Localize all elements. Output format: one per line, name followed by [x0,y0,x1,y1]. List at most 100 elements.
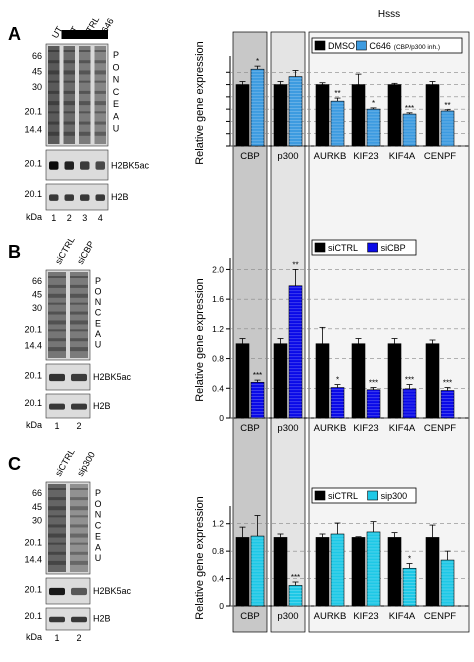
mw-marker: 20.1 [24,106,42,116]
bar [351,343,366,419]
legend-swatch [367,490,378,501]
ponceau-letter: E [95,318,101,328]
mw-marker: 45 [32,289,42,299]
ponceau-band [63,80,75,83]
legend-swatch [314,490,326,501]
ponceau-letter: A [113,111,119,121]
lane-number: 3 [82,213,87,223]
y-tick-label: 0.8 [212,546,224,556]
ponceau-band [48,284,66,288]
ponceau-band [48,70,60,75]
legend-label: DMSO [328,41,355,51]
ponceau-letter: C [95,521,102,531]
ponceau-letter: U [95,339,102,349]
y-axis-label: Relative gene expression [194,278,206,402]
mw-marker: 30 [32,303,42,313]
ponceau-band [70,497,88,501]
lane-number: 1 [51,213,56,223]
ponceau-band [79,70,91,75]
ponceau-lane [48,46,60,144]
mw-marker: 30 [32,82,42,92]
ponceau-band [48,101,60,106]
kda-label: kDa [26,632,42,642]
ponceau-band [48,311,66,315]
x-category-label: CENPF [424,423,456,434]
ponceau-band [94,90,106,94]
x-category-label: CENPF [424,151,456,162]
ponceau-band [48,60,60,64]
ponceau-band [48,111,60,114]
x-category-label: CENPF [424,611,456,622]
lane-number: 4 [98,213,103,223]
x-category-label: AURKB [314,423,347,434]
ponceau-band [70,320,88,325]
ponceau-lane [48,484,66,572]
legend-swatch [314,242,326,253]
ponceau-band [70,560,88,565]
ponceau-band [70,293,88,298]
ponceau-band [94,60,106,64]
h2bk5ac-label: H2BK5ac [111,161,150,171]
ponceau-band [94,70,106,75]
legend-box [311,37,463,54]
h2b-blot [45,607,91,631]
ponceau-band [63,70,75,75]
h2b-label: H2B [93,401,111,411]
significance-mark: *** [405,104,414,113]
ponceau-band [70,302,88,305]
ponceau-band [48,80,60,83]
significance-mark: * [336,376,339,385]
h2bk5ac-band [80,161,90,170]
legend-box [311,239,417,256]
mw-marker: 14.4 [24,125,42,135]
bar [235,84,250,147]
panel-letter: C [8,454,21,474]
mw-marker: 45 [32,502,42,512]
y-tick-label: 1.2 [212,519,224,529]
ponceau-letter: C [113,87,120,97]
mw-marker: 14.4 [24,554,42,564]
bar [425,537,440,607]
lane-label: siCBP [75,239,96,266]
kda-label: kDa [26,420,42,430]
ponceau-band [48,551,66,555]
chart-b: 0 0.4 0.8 1.2 1.6 2.0 Relative gene expression… [194,239,469,434]
lane-number: 1 [54,421,59,431]
h2bk5ac-label: H2BK5ac [93,372,132,382]
legend-swatch [314,40,326,51]
panel-letter: A [8,24,21,44]
serum-starved-label: Serum starved [62,32,108,39]
serum-starved-bar [61,30,108,39]
ponceau-band [79,131,91,136]
ponceau-band [70,533,88,538]
ponceau-band [48,347,66,352]
ponceau-lane [70,484,88,572]
ponceau-band [48,338,66,342]
ponceau-band [63,50,75,52]
ponceau-band [48,320,66,325]
ponceau-band [94,131,106,136]
legend-label-suffix: (CBP/p300 inh.) [394,44,440,51]
lane-number: 1 [54,633,59,643]
h2bk5ac-band [95,161,105,170]
ponceau-band [48,515,66,518]
bar [273,537,288,607]
lane-label: siCTRL [53,235,77,266]
h2bk5ac-band [49,587,65,596]
ponceau-band [48,506,66,511]
h2b-band [64,194,74,201]
mw-marker: 20.1 [24,538,42,548]
x-category-label: AURKB [314,611,347,622]
y-tick-label: 0 [219,601,224,611]
y-tick-label: 0.8 [212,354,224,364]
ponceau-band [70,488,88,490]
h2bk5ac-band [49,373,65,382]
ponceau-band [70,284,88,288]
legend-label: siCTRL [328,491,358,501]
ponceau-band [94,80,106,83]
ponceau-band [63,131,75,136]
ponceau-band [79,60,91,64]
ponceau-band [48,90,60,94]
significance-mark: *** [291,573,300,582]
y-tick-label: 1.2 [212,324,224,334]
